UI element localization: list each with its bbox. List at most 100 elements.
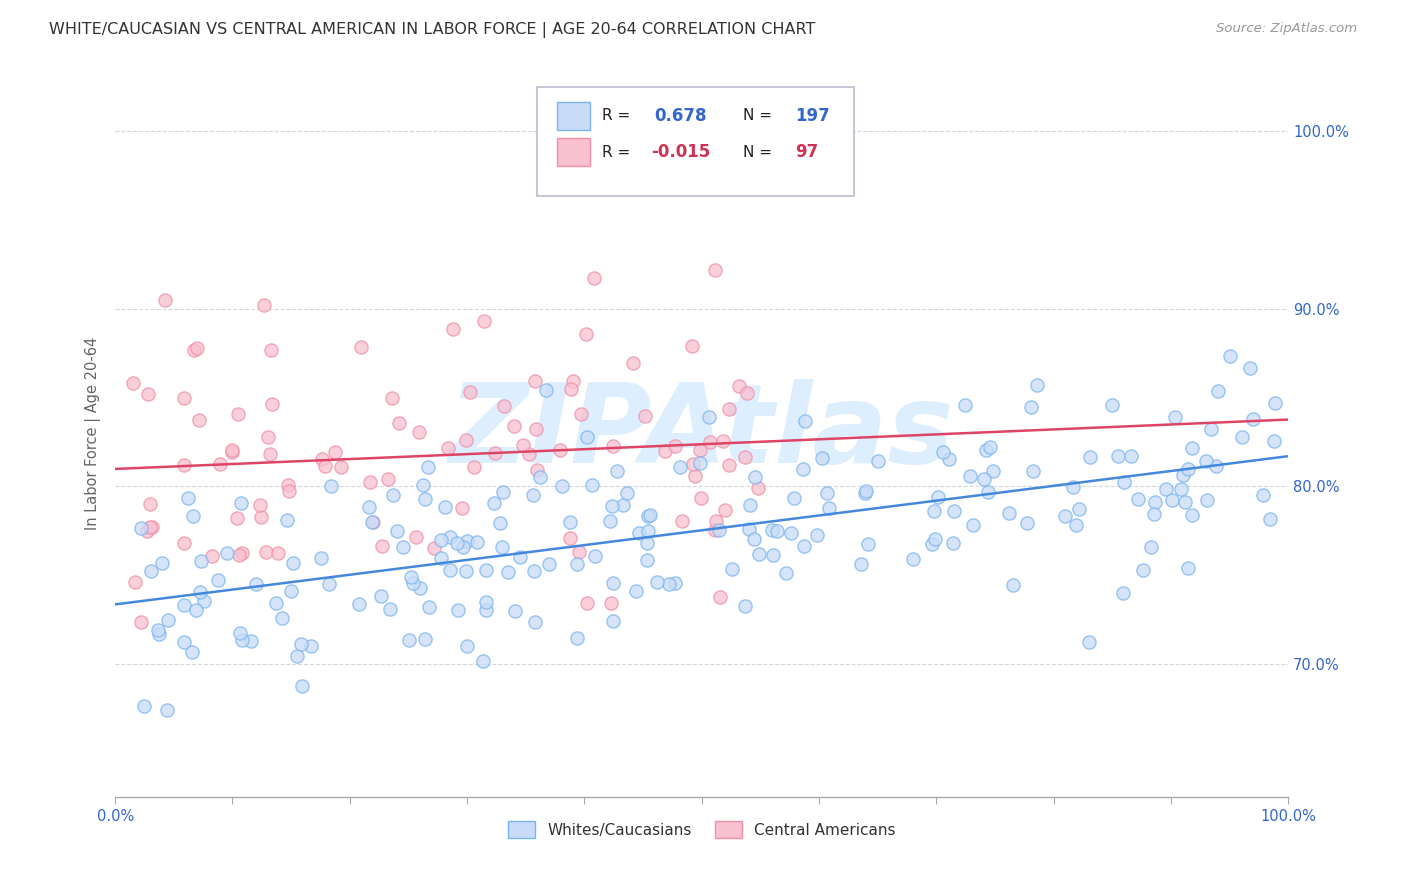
Point (173, 535, 195, 549)
Point (193, 594, 215, 608)
Point (600, 596, 623, 610)
Point (472, 313, 495, 327)
Point (173, 391, 195, 405)
Point (664, 439, 686, 453)
Point (938, 452, 960, 467)
Point (155, 702, 177, 716)
Point (775, 566, 797, 580)
Point (922, 504, 945, 518)
Point (475, 603, 498, 617)
Point (173, 635, 195, 649)
Point (512, 438, 534, 452)
Point (401, 575, 423, 590)
Point (408, 425, 430, 439)
Point (1199, 422, 1222, 436)
Point (1195, 454, 1218, 468)
Point (1132, 563, 1154, 577)
Point (747, 481, 769, 495)
Point (689, 491, 711, 505)
Point (924, 533, 946, 547)
Point (270, 611, 292, 625)
Bar (557, 138, 591, 166)
Point (637, 524, 659, 538)
Point (575, 326, 598, 341)
Point (381, 488, 404, 502)
Point (136, 524, 159, 538)
Point (1241, 412, 1264, 426)
Point (640, 508, 662, 522)
Point (456, 433, 478, 447)
Point (290, 637, 312, 651)
Point (1260, 512, 1282, 526)
Point (529, 469, 551, 483)
Point (636, 536, 658, 550)
Point (1021, 464, 1043, 478)
Point (186, 342, 208, 356)
Point (602, 615, 624, 629)
Point (576, 596, 599, 610)
Point (209, 457, 232, 471)
Point (264, 596, 287, 610)
Point (669, 459, 692, 474)
Point (621, 356, 644, 370)
Point (927, 490, 949, 504)
Point (1206, 384, 1229, 399)
Point (361, 515, 384, 529)
Bar (557, 102, 591, 129)
Point (418, 599, 440, 614)
Point (1264, 396, 1286, 410)
Point (157, 613, 180, 627)
Point (517, 447, 540, 461)
Point (1205, 459, 1227, 474)
Text: R =: R = (602, 145, 630, 160)
Point (323, 445, 346, 459)
Point (1251, 488, 1274, 502)
Point (560, 531, 582, 545)
Point (124, 574, 146, 589)
Point (405, 530, 427, 544)
Point (430, 550, 453, 565)
Point (728, 378, 751, 392)
Point (484, 446, 506, 460)
Point (581, 478, 603, 492)
Point (1143, 507, 1166, 521)
Point (471, 653, 494, 667)
Point (350, 340, 373, 354)
Point (381, 391, 404, 405)
Point (463, 460, 485, 475)
Legend: Whites/Caucasians, Central Americans: Whites/Caucasians, Central Americans (502, 814, 901, 845)
Point (1002, 577, 1025, 591)
Point (122, 376, 145, 390)
Point (637, 508, 659, 523)
Point (866, 454, 889, 468)
Point (654, 444, 676, 458)
Point (231, 496, 253, 510)
Point (267, 546, 290, 560)
Point (494, 399, 516, 413)
Point (183, 343, 205, 358)
Point (190, 553, 212, 567)
Point (253, 298, 276, 312)
Point (318, 577, 340, 591)
Point (249, 498, 271, 512)
Point (1197, 492, 1219, 507)
Point (450, 500, 472, 515)
Point (616, 486, 638, 500)
Text: WHITE/CAUCASIAN VS CENTRAL AMERICAN IN LABOR FORCE | AGE 20-64 CORRELATION CHART: WHITE/CAUCASIAN VS CENTRAL AMERICAN IN L… (49, 22, 815, 38)
Point (359, 500, 381, 514)
Point (309, 551, 332, 566)
Point (299, 639, 322, 653)
Point (260, 343, 283, 358)
Point (981, 463, 1004, 477)
Point (1230, 430, 1253, 444)
Point (141, 520, 163, 534)
Point (1177, 462, 1199, 476)
Point (1101, 398, 1123, 412)
Point (815, 485, 838, 500)
Point (250, 509, 273, 524)
Point (569, 407, 592, 421)
Point (583, 270, 606, 285)
Point (1170, 482, 1192, 496)
Point (173, 598, 195, 612)
Point (257, 429, 280, 443)
